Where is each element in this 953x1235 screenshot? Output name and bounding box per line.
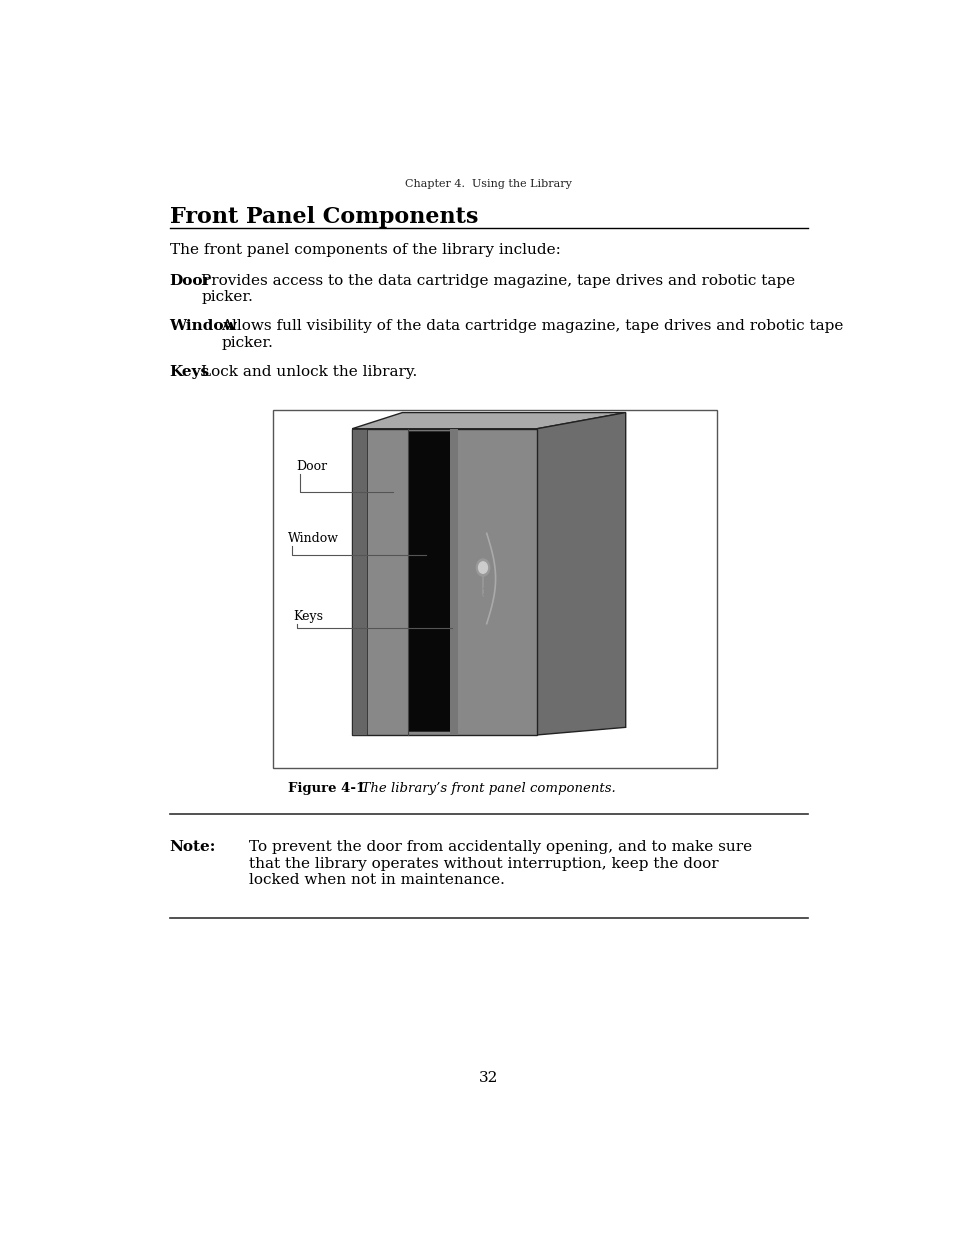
Text: Provides access to the data cartridge magazine, tape drives and robotic tape
pic: Provides access to the data cartridge ma… <box>201 274 795 304</box>
Text: 32: 32 <box>478 1071 498 1086</box>
Text: Window: Window <box>170 320 237 333</box>
Text: Lock and unlock the library.: Lock and unlock the library. <box>201 366 417 379</box>
Circle shape <box>478 562 487 573</box>
Text: To prevent the door from accidentally opening, and to make sure
that the library: To prevent the door from accidentally op… <box>249 841 751 887</box>
Text: Allows full visibility of the data cartridge magazine, tape drives and robotic t: Allows full visibility of the data cartr… <box>221 320 842 350</box>
Circle shape <box>476 559 489 576</box>
Text: The front panel components of the library include:: The front panel components of the librar… <box>170 243 559 257</box>
Bar <box>450 429 457 735</box>
Text: Keys: Keys <box>170 366 210 379</box>
Bar <box>352 429 367 735</box>
Text: Note:: Note: <box>170 841 215 855</box>
Text: The library’s front panel components.: The library’s front panel components. <box>353 782 615 794</box>
Bar <box>352 429 537 735</box>
Bar <box>407 431 450 731</box>
Polygon shape <box>537 412 625 735</box>
Text: Chapter 4.  Using the Library: Chapter 4. Using the Library <box>405 179 572 189</box>
Text: Window: Window <box>288 531 338 545</box>
Bar <box>273 410 716 768</box>
Text: Keys: Keys <box>293 610 323 622</box>
Text: Figure 4-1: Figure 4-1 <box>288 782 365 794</box>
Text: Front Panel Components: Front Panel Components <box>170 206 477 227</box>
Text: Door: Door <box>296 461 328 473</box>
Text: Door: Door <box>170 274 211 288</box>
Polygon shape <box>352 412 625 429</box>
